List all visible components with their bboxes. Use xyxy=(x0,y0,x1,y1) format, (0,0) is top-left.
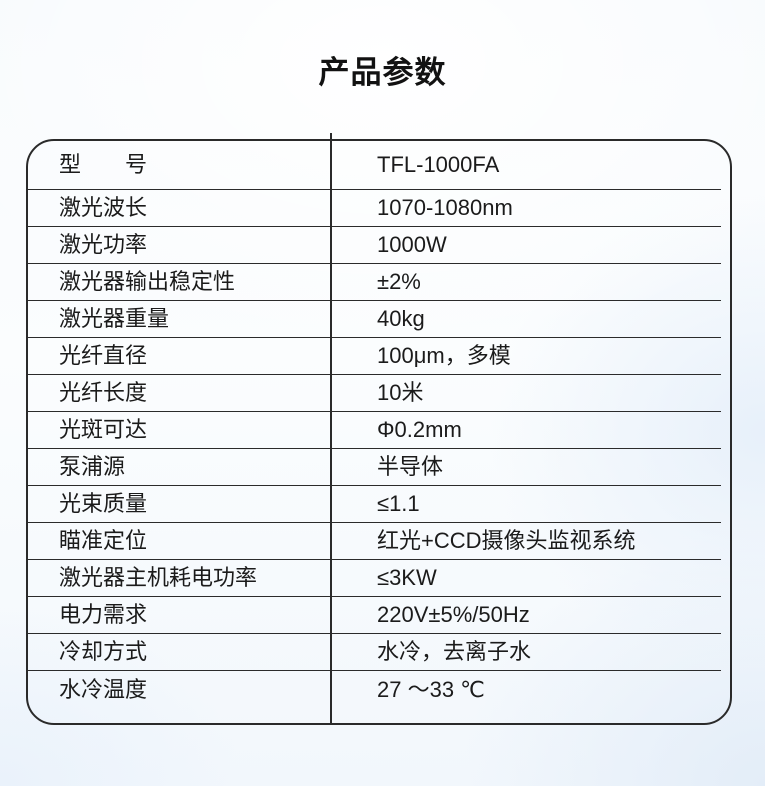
param-label: 激光波长 xyxy=(59,195,148,220)
param-label: 光束质量 xyxy=(59,491,148,516)
param-value: 27 ～33 ℃ xyxy=(377,677,485,702)
param-label: 光纤直径 xyxy=(59,343,148,368)
param-value: ±2% xyxy=(377,269,421,294)
table-row: 激光器输出稳定性 ±2% xyxy=(28,264,721,301)
param-label: 电力需求 xyxy=(59,602,148,627)
param-label: 光斑可达 xyxy=(59,417,148,442)
param-value: TFL-1000FA xyxy=(377,152,500,177)
column-divider xyxy=(330,133,332,723)
table-row: 冷却方式 水冷，去离子水 xyxy=(28,634,721,671)
param-value: 半导体 xyxy=(377,454,444,479)
table-row: 型 号 TFL-1000FA xyxy=(28,141,721,190)
table-row: 光纤直径 100μm，多模 xyxy=(28,338,721,375)
table-row: 光束质量 ≤1.1 xyxy=(28,486,721,523)
param-value: Φ0.2mm xyxy=(377,417,462,442)
param-label: 瞄准定位 xyxy=(59,528,148,553)
table-row: 激光波长 1070-1080nm xyxy=(28,190,721,227)
table-row: 激光功率 1000W xyxy=(28,227,721,264)
table-row: 泵浦源 半导体 xyxy=(28,449,721,486)
param-label: 冷却方式 xyxy=(59,639,148,664)
param-label: 激光器主机耗电功率 xyxy=(59,565,258,590)
spec-table: 型 号 TFL-1000FA 激光波长 1070-1080nm 激光功率 100… xyxy=(26,133,732,725)
param-label: 光纤长度 xyxy=(59,380,148,405)
param-label: 激光器输出稳定性 xyxy=(59,269,236,294)
param-label: 激光功率 xyxy=(59,232,148,257)
param-label: 水冷温度 xyxy=(59,677,148,702)
page-title: 产品参数 xyxy=(318,55,447,90)
spec-rows: 型 号 TFL-1000FA 激光波长 1070-1080nm 激光功率 100… xyxy=(28,141,730,723)
param-label: 泵浦源 xyxy=(59,454,126,479)
table-row: 光斑可达 Φ0.2mm xyxy=(28,412,721,449)
param-value: 红光+CCD摄像头监视系统 xyxy=(377,528,636,553)
param-value: 1000W xyxy=(377,232,447,257)
param-value: 10米 xyxy=(377,380,424,405)
param-label: 激光器重量 xyxy=(59,306,170,331)
table-row: 瞄准定位 红光+CCD摄像头监视系统 xyxy=(28,523,721,560)
param-value: 40kg xyxy=(377,306,425,331)
table-row: 激光器主机耗电功率 ≤3KW xyxy=(28,560,721,597)
param-value: ≤3KW xyxy=(377,565,437,590)
table-row: 电力需求 220V±5%/50Hz xyxy=(28,597,721,634)
table-row: 激光器重量 40kg xyxy=(28,301,721,338)
param-value: ≤1.1 xyxy=(377,491,420,516)
table-row: 水冷温度 27 ～33 ℃ xyxy=(28,671,721,723)
table-row: 光纤长度 10米 xyxy=(28,375,721,412)
param-value: 100μm，多模 xyxy=(377,343,511,368)
param-value: 1070-1080nm xyxy=(377,195,513,220)
param-value: 水冷，去离子水 xyxy=(377,639,532,664)
param-value: 220V±5%/50Hz xyxy=(377,602,530,627)
param-label: 型 号 xyxy=(59,152,148,177)
